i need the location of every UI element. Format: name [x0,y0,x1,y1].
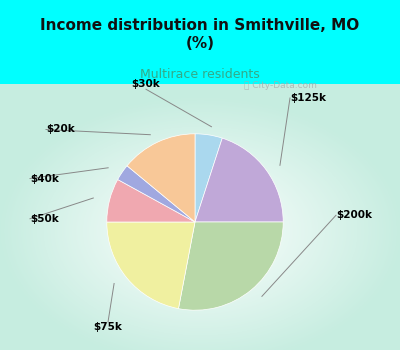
Text: Multirace residents: Multirace residents [140,68,260,80]
Wedge shape [118,166,195,222]
Wedge shape [107,222,195,309]
Text: ⓘ City-Data.com: ⓘ City-Data.com [244,81,316,90]
Wedge shape [178,222,283,310]
Text: $20k: $20k [46,125,75,134]
Wedge shape [127,134,195,222]
Text: $50k: $50k [30,214,59,224]
Text: Income distribution in Smithville, MO
(%): Income distribution in Smithville, MO (%… [40,18,360,51]
Text: $30k: $30k [132,79,160,89]
Text: $200k: $200k [336,210,372,220]
Wedge shape [195,138,283,222]
Text: $75k: $75k [94,322,122,332]
Wedge shape [195,134,222,222]
Wedge shape [107,180,195,222]
Text: $40k: $40k [30,174,59,183]
Text: $125k: $125k [290,93,326,103]
